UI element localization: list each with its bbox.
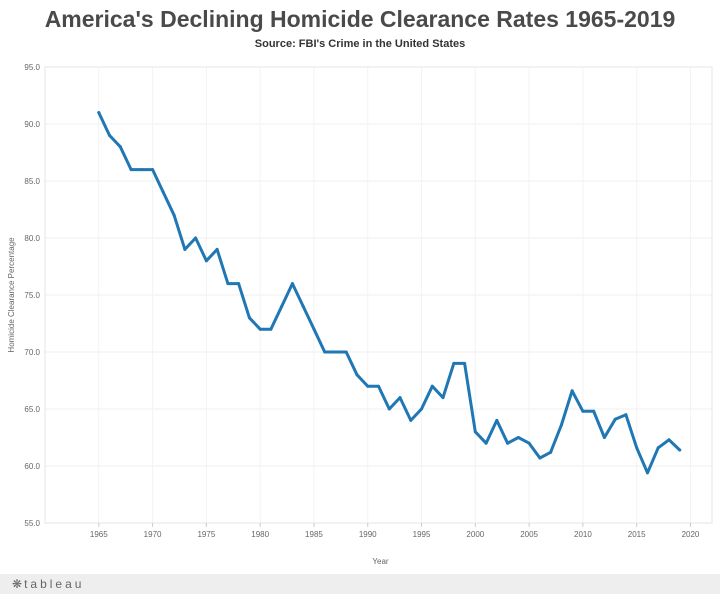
data-point[interactable] [204,259,208,263]
data-point[interactable] [355,373,359,377]
data-point[interactable] [484,441,488,445]
data-point[interactable] [118,145,122,149]
data-point[interactable] [516,436,520,439]
y-tick-label: 60.0 [24,462,40,471]
data-point[interactable] [592,409,596,413]
data-point[interactable] [398,396,402,400]
y-tick-label: 70.0 [24,348,40,357]
x-tick-label: 2020 [682,530,700,539]
data-point[interactable] [151,168,155,172]
data-point[interactable] [549,450,553,454]
x-tick-label: 1970 [144,530,162,539]
data-point[interactable] [667,438,671,442]
x-tick-label: 1985 [305,530,323,539]
data-point[interactable] [635,446,639,450]
data-point[interactable] [387,407,391,411]
x-tick-label: 1965 [90,530,108,539]
brand-label: tableau [24,577,85,591]
data-point[interactable] [506,441,510,445]
data-point[interactable] [194,236,198,240]
data-point[interactable] [452,361,456,365]
data-points [97,111,682,475]
data-point[interactable] [108,133,112,137]
data-point[interactable] [570,389,574,393]
data-point[interactable] [527,441,531,445]
data-point[interactable] [215,247,219,251]
x-tick-label: 2010 [574,530,592,539]
x-tick-label: 1980 [251,530,269,539]
data-point[interactable] [377,384,380,388]
x-tick-label: 2015 [628,530,646,539]
data-point[interactable] [613,417,617,421]
data-point[interactable] [656,446,660,450]
y-tick-label: 75.0 [24,291,40,300]
data-point[interactable] [602,436,606,439]
data-point[interactable] [237,282,241,286]
data-point[interactable] [420,407,424,411]
data-point[interactable] [678,448,682,452]
data-point[interactable] [172,213,176,217]
data-point[interactable] [430,384,434,388]
plot-frame [44,66,713,524]
data-point[interactable] [624,413,628,417]
x-tick-label: 1975 [197,530,215,539]
y-axis-label: Homicide Clearance Percentage [7,237,16,353]
y-tick-label: 85.0 [24,177,40,186]
y-tick-label: 90.0 [24,120,40,129]
data-point[interactable] [645,471,649,475]
data-point[interactable] [301,304,305,308]
y-tick-label: 55.0 [24,519,40,528]
tableau-logo-icon: ❋ [12,577,23,591]
data-point[interactable] [247,316,251,320]
data-point[interactable] [409,418,413,422]
x-tick-label: 2000 [466,530,484,539]
data-point[interactable] [183,247,187,251]
line-chart: 55.0 60.0 65.0 70.0 75.0 80.0 85.0 90.0 95.0 196… [7,63,713,566]
data-point[interactable] [366,384,370,388]
x-tick-label: 1990 [359,530,377,539]
series-line[interactable] [97,111,682,475]
x-axis-ticks: 1965 1970 1975 1980 1985 1990 1995 2000 2005 2010… [90,523,700,539]
y-tick-label: 80.0 [24,234,40,243]
data-point[interactable] [129,168,133,172]
data-point[interactable] [140,168,144,172]
data-point[interactable] [538,456,542,460]
x-tick-label: 2005 [520,530,538,539]
y-axis-ticks: 55.0 60.0 65.0 70.0 75.0 80.0 85.0 90.0 95.0 [24,63,40,528]
data-point[interactable] [463,361,467,365]
data-point[interactable] [258,327,262,331]
footer-bar: ❋ tableau [0,574,720,594]
data-point[interactable] [559,423,563,427]
chart-title: America's Declining Homicide Clearance R… [44,6,676,32]
data-point[interactable] [97,111,101,115]
y-tick-label: 65.0 [24,405,40,414]
data-point[interactable] [441,396,445,400]
data-point[interactable] [333,350,337,354]
y-tick-label: 95.0 [24,63,40,72]
data-point[interactable] [161,190,165,194]
data-point[interactable] [473,430,477,434]
data-point[interactable] [226,282,230,286]
data-point[interactable] [323,350,327,354]
tableau-brand[interactable]: ❋ tableau [12,577,84,591]
data-point[interactable] [290,282,294,286]
data-point[interactable] [581,409,585,413]
data-point[interactable] [269,327,273,331]
data-point[interactable] [280,304,284,308]
chart-subtitle: Source: FBI's Crime in the United States [254,38,466,50]
data-point[interactable] [344,350,348,354]
data-point[interactable] [495,418,499,422]
grid-lines [45,66,712,524]
data-point[interactable] [312,327,316,331]
x-tick-label: 1995 [413,530,431,539]
x-axis-label: Year [372,557,389,566]
